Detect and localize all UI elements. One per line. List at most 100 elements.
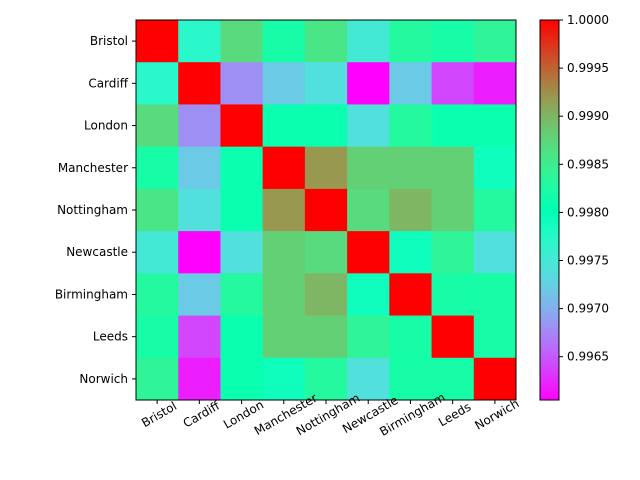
heatmap-cell xyxy=(136,273,179,316)
heatmap-cell xyxy=(473,315,517,359)
y-tick-label: Leeds xyxy=(93,330,128,344)
heatmap-cell xyxy=(347,62,390,105)
heatmap-cell xyxy=(389,315,432,359)
heatmap-cell xyxy=(389,188,432,232)
heatmap-cell xyxy=(347,315,390,359)
heatmap-cell xyxy=(178,20,221,63)
heatmap-cell xyxy=(262,273,306,316)
heatmap-cell xyxy=(220,62,264,105)
y-tick-label: Bristol xyxy=(90,34,128,48)
heatmap-cell xyxy=(347,231,390,274)
heatmap-cell xyxy=(220,146,264,190)
heatmap-cell xyxy=(262,188,306,232)
colorbar-tick-label: 0.9965 xyxy=(567,350,609,364)
y-tick-label: Newcastle xyxy=(66,245,128,259)
heatmap-cell xyxy=(304,315,348,359)
heatmap-cell xyxy=(473,273,517,316)
heatmap-cell xyxy=(136,188,179,232)
heatmap-cell xyxy=(431,62,475,105)
heatmap-cell xyxy=(136,231,179,274)
heatmap-cell xyxy=(178,273,221,316)
heatmap-cell xyxy=(473,104,517,148)
heatmap-cell xyxy=(136,146,179,190)
heatmap-cell xyxy=(262,104,306,148)
heatmap-cell xyxy=(347,104,390,148)
heatmap-cell xyxy=(431,20,475,63)
y-tick-label: Norwich xyxy=(79,372,128,386)
heatmap-cell xyxy=(220,20,264,63)
heatmap-cell xyxy=(389,62,432,105)
heatmap-cell xyxy=(473,62,517,105)
heatmap-cell xyxy=(262,62,306,105)
heatmap-cell xyxy=(136,62,179,105)
heatmap-cell xyxy=(473,231,517,274)
heatmap-cell xyxy=(304,62,348,105)
heatmap-cell xyxy=(262,146,306,190)
colorbar-axis: 0.9965 0.9970 0.9975 0.9980 0.9985 0.9990 0.99… xyxy=(559,13,609,364)
heatmap-cells xyxy=(136,20,517,401)
x-tick-label: Bristol xyxy=(139,399,179,430)
heatmap-cell xyxy=(178,188,221,232)
heatmap-cell xyxy=(262,315,306,359)
heatmap-cell xyxy=(347,357,390,401)
heatmap-cell xyxy=(347,273,390,316)
heatmap-cell xyxy=(389,104,432,148)
heatmap-cell xyxy=(220,188,264,232)
heatmap-cell xyxy=(220,357,264,401)
colorbar-tick-label: 0.9970 xyxy=(567,302,609,316)
heatmap-cell xyxy=(262,231,306,274)
heatmap-cell xyxy=(431,357,475,401)
heatmap-cell xyxy=(178,62,221,105)
colorbar-tick-label: 0.9995 xyxy=(567,61,609,75)
y-tick-label: Manchester xyxy=(58,161,128,175)
colorbar-tick-label: 0.9980 xyxy=(567,205,609,219)
y-tick-label: Nottingham xyxy=(57,203,128,217)
x-tick-label: Norwich xyxy=(472,396,521,432)
heatmap-cell xyxy=(262,20,306,63)
heatmap-cell xyxy=(178,146,221,190)
heatmap-cell xyxy=(262,357,306,401)
colorbar-tick-label: 0.9975 xyxy=(567,254,609,268)
heatmap-cell xyxy=(304,188,348,232)
heatmap-cell xyxy=(304,104,348,148)
heatmap-cell xyxy=(304,20,348,63)
colorbar-tick-label: 1.0000 xyxy=(567,13,609,27)
heatmap-cell xyxy=(431,315,475,359)
heatmap-cell xyxy=(347,188,390,232)
heatmap-cell xyxy=(473,146,517,190)
heatmap-cell xyxy=(136,315,179,359)
y-axis: Bristol Cardiff London Manchester Nottingham… xyxy=(55,34,136,386)
heatmap-cell xyxy=(431,273,475,316)
colorbar-tick-label: 0.9985 xyxy=(567,157,609,171)
heatmap-cell xyxy=(347,146,390,190)
heatmap-cell xyxy=(389,357,432,401)
heatmap-cell xyxy=(431,146,475,190)
heatmap-cell xyxy=(136,20,179,63)
heatmap-cell xyxy=(473,20,517,63)
colorbar-tick-label: 0.9990 xyxy=(567,109,609,123)
heatmap-cell xyxy=(220,231,264,274)
heatmap-cell xyxy=(389,146,432,190)
heatmap-cell xyxy=(220,104,264,148)
heatmap-cell xyxy=(304,146,348,190)
heatmap-cell xyxy=(431,104,475,148)
heatmap-cell xyxy=(473,188,517,232)
heatmap-cell xyxy=(136,104,179,148)
heatmap-cell xyxy=(304,231,348,274)
heatmap-cell xyxy=(389,231,432,274)
heatmap-cell xyxy=(220,315,264,359)
heatmap-cell xyxy=(431,231,475,274)
heatmap-cell xyxy=(347,20,390,63)
colorbar xyxy=(539,19,560,401)
heatmap-cell xyxy=(178,104,221,148)
heatmap-cell xyxy=(178,231,221,274)
heatmap-cell xyxy=(431,188,475,232)
heatmap-cell xyxy=(389,20,432,63)
heatmap-cell xyxy=(389,273,432,316)
y-tick-label: Cardiff xyxy=(88,76,128,90)
heatmap-cell xyxy=(473,357,517,401)
x-tick-label: Cardiff xyxy=(181,398,223,430)
heatmap-cell xyxy=(136,357,179,401)
heatmap-cell xyxy=(304,357,348,401)
